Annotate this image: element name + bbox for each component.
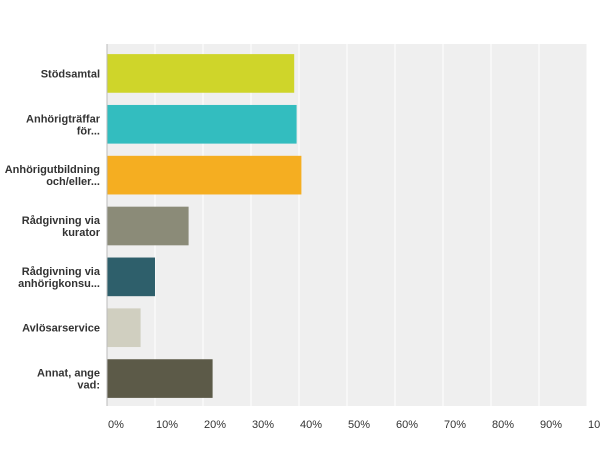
- category-label: Anhörigträffar: [26, 113, 101, 125]
- category-label: Rådgivning via: [22, 215, 101, 227]
- x-tick-label: 50%: [348, 419, 370, 431]
- category-label: Rådgivning via: [22, 266, 101, 278]
- bar: [107, 257, 155, 297]
- x-tick-label: 40%: [300, 419, 322, 431]
- x-tick-label: 0%: [108, 419, 124, 431]
- category-label: Annat, ange: [37, 368, 100, 380]
- x-tick-labels: 0% 10% 20% 30% 40% 50% 60% 70% 80% 90% 100%: [108, 419, 600, 431]
- gridlines: [154, 44, 588, 406]
- x-tick-label: 30%: [252, 419, 274, 431]
- bar: [107, 54, 295, 93]
- category-label: Stödsamtal: [41, 68, 100, 80]
- bar: [107, 155, 302, 195]
- bars: [107, 54, 302, 398]
- category-label: kurator: [62, 227, 101, 239]
- x-tick-label: 10%: [156, 419, 178, 431]
- category-label: vad:: [77, 380, 100, 392]
- category-label: Avlösarservice: [22, 323, 100, 335]
- x-tick-label: 100%: [588, 419, 600, 431]
- category-label: för...: [77, 125, 100, 137]
- bar: [107, 206, 189, 246]
- bar: [107, 104, 297, 144]
- x-tick-label: 80%: [492, 419, 514, 431]
- category-label: Anhörigutbildning: [5, 164, 100, 176]
- category-label: och/eller...: [46, 176, 100, 188]
- x-tick-label: 60%: [396, 419, 418, 431]
- x-tick-label: 20%: [204, 419, 226, 431]
- x-tick-label: 90%: [540, 419, 562, 431]
- x-tick-label: 70%: [444, 419, 466, 431]
- bar: [107, 359, 213, 398]
- category-label: anhörigkonsu...: [18, 278, 100, 290]
- bar: [107, 308, 141, 348]
